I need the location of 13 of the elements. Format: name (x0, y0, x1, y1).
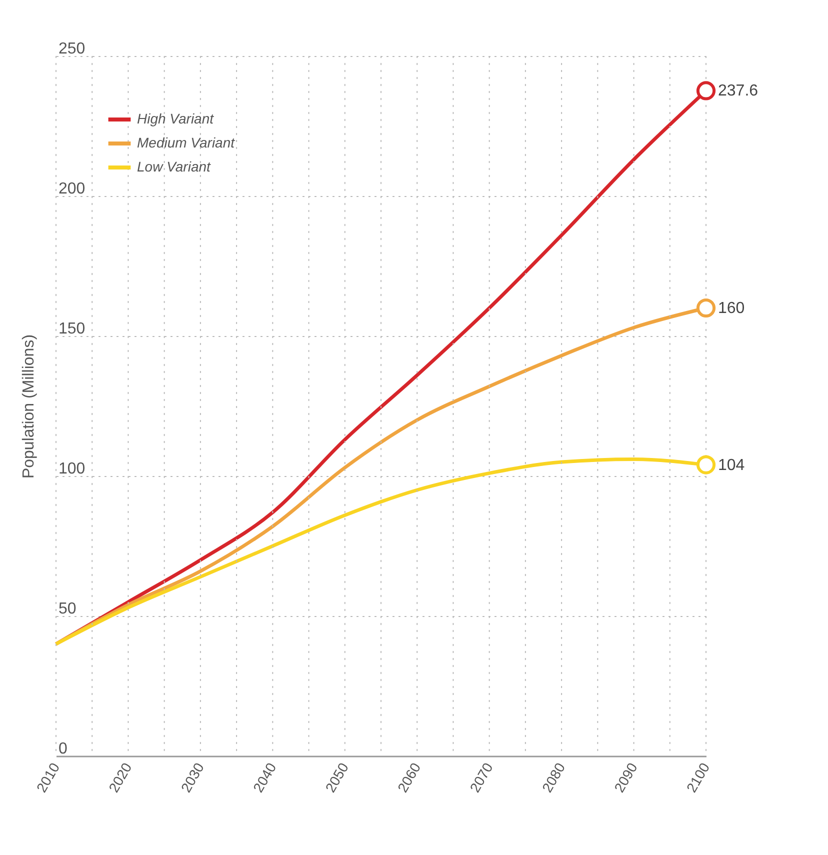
y-tick-label: 150 (58, 320, 86, 338)
y-axis-title: Population (Millions) (20, 334, 38, 479)
legend-label: Medium Variant (137, 134, 236, 150)
y-tick-label: 200 (58, 180, 86, 198)
legend-label: High Variant (137, 110, 215, 126)
data-label: 104 (718, 456, 745, 474)
y-tick-label: 250 (58, 40, 86, 58)
y-tick-label: 0 (58, 740, 68, 758)
data-label: 160 (718, 300, 745, 317)
data-label: 237.6 (718, 82, 758, 100)
y-tick-label: 100 (58, 460, 86, 478)
legend-label: Low Variant (137, 158, 212, 174)
y-tick-label: 50 (58, 600, 76, 618)
